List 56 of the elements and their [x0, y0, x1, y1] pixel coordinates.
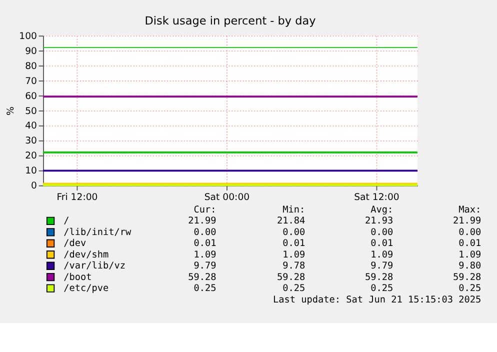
x-tick-label: Sat 00:00 [204, 192, 250, 203]
y-tick-label: 40 [25, 120, 38, 132]
text: Max: [458, 204, 482, 216]
text: 59.28 [276, 272, 306, 283]
text: Avg: [370, 204, 394, 216]
y-tick-label: 70 [25, 76, 38, 87]
text: 1.09 [458, 249, 482, 260]
text: 9.79 [194, 260, 216, 272]
legend-label: /var/lib/vz [64, 260, 126, 272]
text: 0.25 [194, 283, 216, 294]
y-tick-label: 50 [25, 106, 38, 117]
text: Min: [282, 204, 306, 216]
text: 21.99 [188, 216, 216, 227]
text: 59.28 [188, 272, 217, 283]
text: 1.09 [194, 249, 216, 260]
legend-label: /boot [64, 272, 92, 283]
text: 21.84 [276, 216, 306, 227]
text: 9.78 [282, 260, 306, 272]
text: 59.28 [452, 272, 482, 283]
text: 1.09 [282, 249, 306, 260]
x-tick-label: Fri 12:00 [56, 192, 98, 203]
y-tick-label: 60 [25, 90, 38, 102]
text: 0.01 [370, 238, 394, 250]
legend-label: /dev/shm [64, 249, 110, 260]
y-tick-label: 20 [25, 150, 38, 162]
text: 0.00 [370, 226, 394, 238]
text: 0.01 [458, 238, 482, 250]
text: 21.99 [452, 216, 482, 227]
y-tick-label: 90 [25, 46, 38, 57]
legend-label: /etc/pve [64, 283, 110, 294]
text: 59.28 [364, 272, 394, 283]
text: 0.00 [194, 226, 217, 238]
y-tick-label: 30 [25, 136, 38, 147]
legend-label: /dev [64, 238, 87, 250]
y-tick-label: 100 [19, 30, 38, 42]
text: 0.25 [370, 283, 394, 294]
y-axis-title: % [5, 106, 16, 116]
text: Cur: [194, 204, 216, 216]
y-tick-label: 10 [25, 166, 38, 177]
text: 0.01 [282, 238, 306, 250]
text: 21.93 [364, 216, 394, 227]
text: 0.00 [282, 226, 306, 238]
text: 1.09 [370, 249, 394, 260]
legend-label: / [64, 216, 70, 227]
text: 9.80 [458, 260, 482, 272]
legend-label: /lib/init/rw [64, 226, 132, 238]
text: 0.25 [458, 283, 482, 294]
text: Last update: Sat Jun 21 15:15:03 2025 [272, 294, 482, 306]
y-tick-label: 0 [31, 180, 38, 192]
text: 0.00 [458, 226, 482, 238]
text: 0.01 [194, 238, 216, 250]
text: 0.25 [282, 283, 306, 294]
text: 9.79 [370, 260, 394, 272]
x-tick-label: Sat 12:00 [354, 192, 400, 203]
y-tick-label: 80 [25, 60, 38, 72]
chart-title: Disk usage in percent - by day [144, 14, 316, 28]
